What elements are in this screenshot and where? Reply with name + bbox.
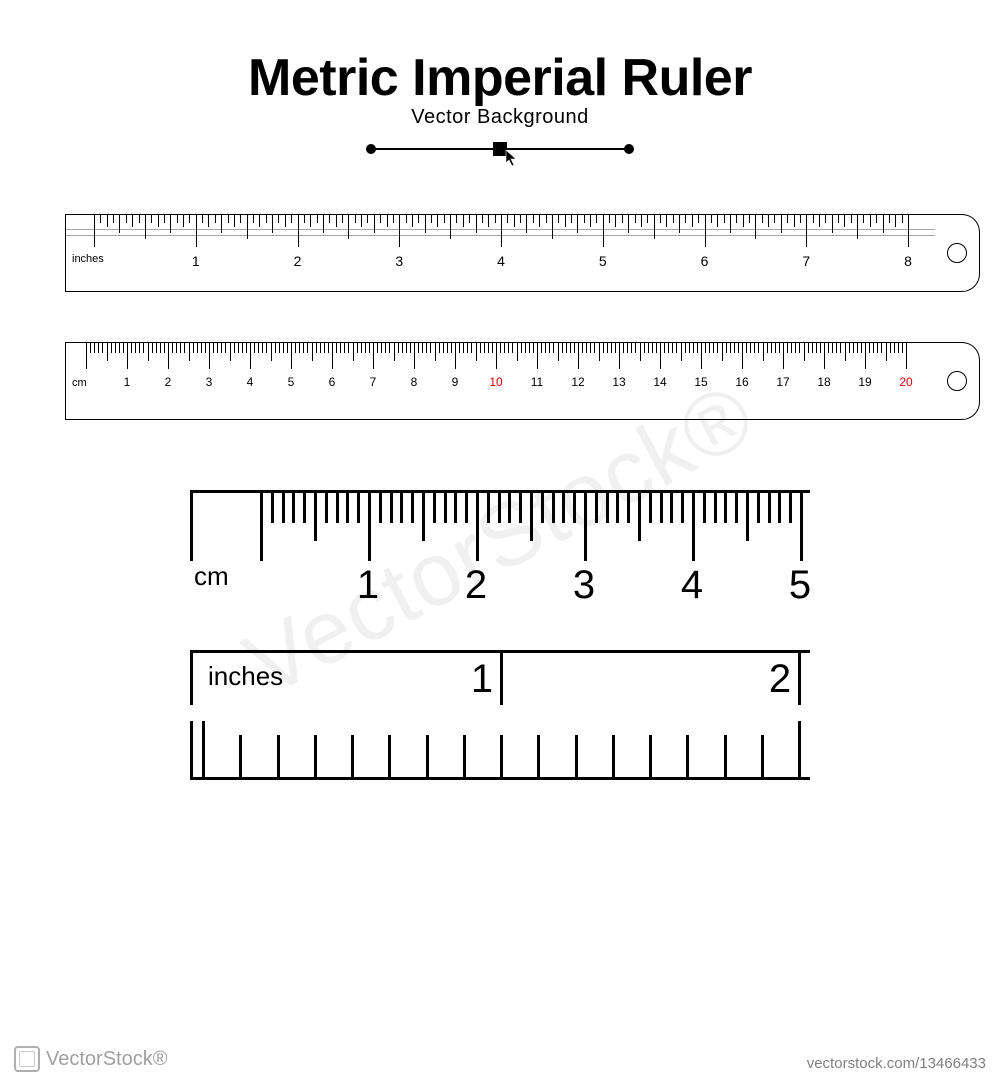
footer-id: vectorstock.com/13466433 (807, 1055, 986, 1072)
ruler-zoom-inches: inches 12 (190, 650, 810, 780)
footer-brand: VectorStock® (14, 1046, 167, 1072)
page-title: Metric Imperial Ruler (0, 48, 1000, 108)
ruler-cm-ticks: 1234567891011121314151617181920 (66, 343, 935, 383)
unit-label-inches: inches (72, 253, 104, 265)
unit-label-cm-zoom: cm (194, 561, 229, 592)
header: Metric Imperial Ruler Vector Background (0, 0, 1000, 159)
ruler-cm: 1234567891011121314151617181920 cm (65, 342, 935, 420)
unit-label-cm: cm (72, 377, 87, 389)
ruler-inches: 12345678 inches (65, 214, 935, 292)
ruler-hole-icon (947, 371, 967, 391)
cursor-icon (505, 149, 521, 167)
unit-label-inches-zoom: inches (208, 661, 283, 692)
ruler-inches-ticks: 12345678 (66, 215, 935, 255)
title-divider (0, 139, 1000, 159)
ruler-zoom-cm: cm 12345 (190, 490, 810, 610)
page-subtitle: Vector Background (0, 106, 1000, 129)
footer: VectorStock® vectorstock.com/13466433 (0, 1036, 1000, 1080)
brand-mark-icon (14, 1046, 40, 1072)
ruler-hole-icon (947, 243, 967, 263)
